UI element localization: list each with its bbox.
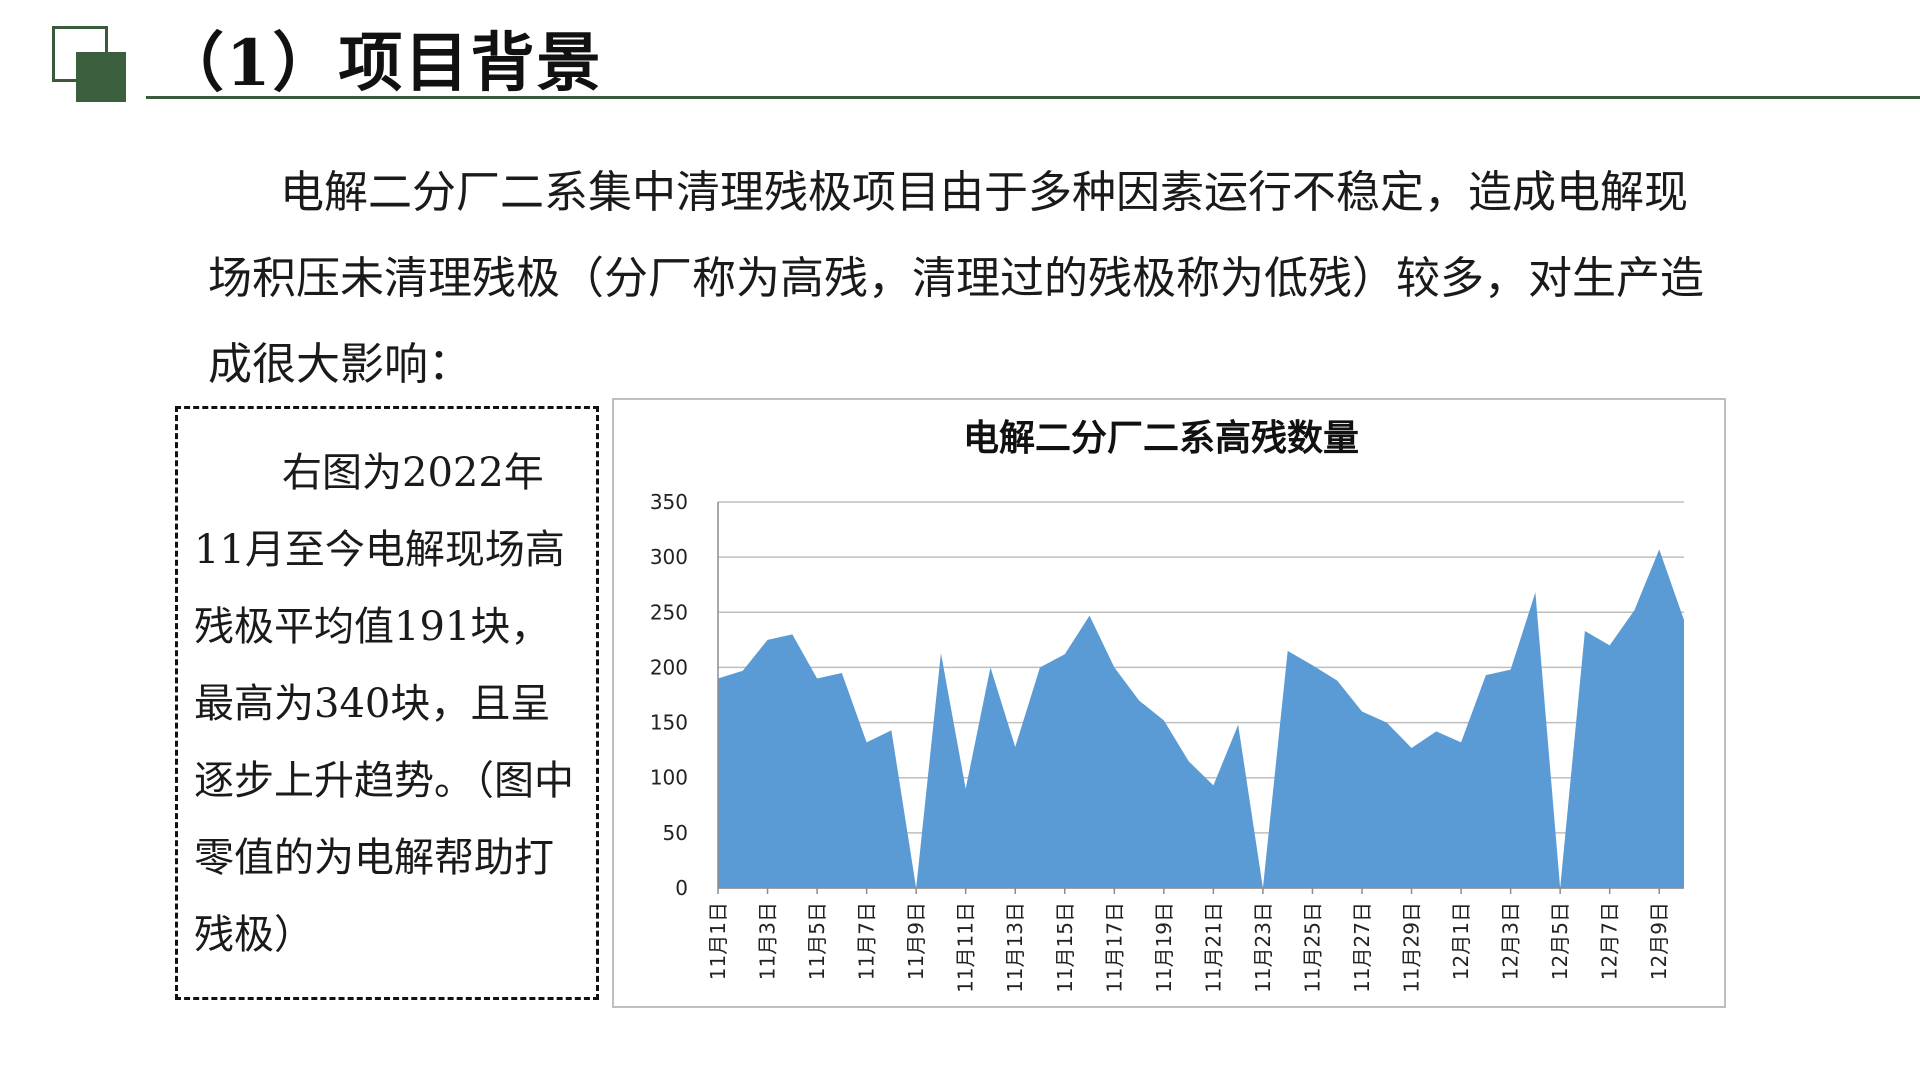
y-tick-label: 200: [650, 655, 688, 679]
x-tick-label: 12月5日: [1548, 902, 1572, 980]
x-tick-label: 12月9日: [1647, 902, 1671, 980]
x-tick-label: 11月9日: [904, 902, 928, 980]
note-box: 右图为2022年11月至今电解现场高残极平均值191块，最高为340块，且呈逐步…: [175, 406, 599, 1000]
x-tick-label: 11月19日: [1152, 902, 1176, 993]
note-text: 右图为2022年11月至今电解现场高残极平均值191块，最高为340块，且呈逐步…: [194, 450, 574, 958]
title-underline: [146, 96, 1920, 99]
x-tick-label: 11月13日: [1003, 902, 1027, 993]
x-tick-label: 11月3日: [756, 902, 780, 980]
x-tick-label: 11月17日: [1102, 902, 1126, 993]
area-chart: 电解二分厂二系高残数量 0 50 100 150 200 250 300 350 11月1日 11月…: [650, 418, 1685, 993]
chart-title: 电解二分厂二系高残数量: [963, 418, 1359, 459]
x-tick-label: 11月1日: [706, 902, 730, 980]
x-tick-label: 12月7日: [1598, 902, 1622, 980]
y-tick-label: 150: [650, 711, 688, 735]
x-tick-label: 12月1日: [1449, 902, 1473, 980]
y-tick-label: 0: [675, 876, 688, 900]
x-tick-label: 11月21日: [1201, 902, 1225, 993]
y-tick-label: 250: [650, 600, 688, 624]
y-tick-label: 50: [663, 821, 688, 845]
x-tick-label: 11月5日: [805, 902, 829, 980]
y-tick-label: 100: [650, 766, 688, 790]
x-tick-label: 11月27日: [1350, 902, 1374, 993]
x-tick-label: 11月29日: [1400, 902, 1424, 993]
section-icon: [52, 26, 128, 102]
intro-text: 电解二分厂二系集中清理残极项目由于多种因素运行不稳定，造成电解现场积压未清理残极…: [208, 167, 1704, 390]
x-tick-label: 11月15日: [1053, 902, 1077, 993]
note-text-container: 右图为2022年11月至今电解现场高残极平均值191块，最高为340块，且呈逐步…: [194, 435, 586, 974]
chart-container: 电解二分厂二系高残数量 0 50 100 150 200 250 300 350 11月1日 11月…: [612, 398, 1726, 1008]
x-tick-label: 11月7日: [855, 902, 879, 980]
x-tick-label: 11月11日: [954, 902, 978, 993]
x-tick-label: 11月25日: [1300, 902, 1324, 993]
series-area: [718, 549, 1684, 888]
page-title: （1）项目背景: [160, 26, 603, 101]
x-tick-label: 11月23日: [1251, 902, 1275, 993]
y-tick-label: 350: [650, 490, 688, 514]
section-icon-fill: [76, 52, 126, 102]
x-tick-label: 12月3日: [1499, 902, 1523, 980]
y-tick-label: 300: [650, 545, 688, 569]
intro-paragraph: 电解二分厂二系集中清理残极项目由于多种因素运行不稳定，造成电解现场积压未清理残极…: [208, 150, 1728, 408]
